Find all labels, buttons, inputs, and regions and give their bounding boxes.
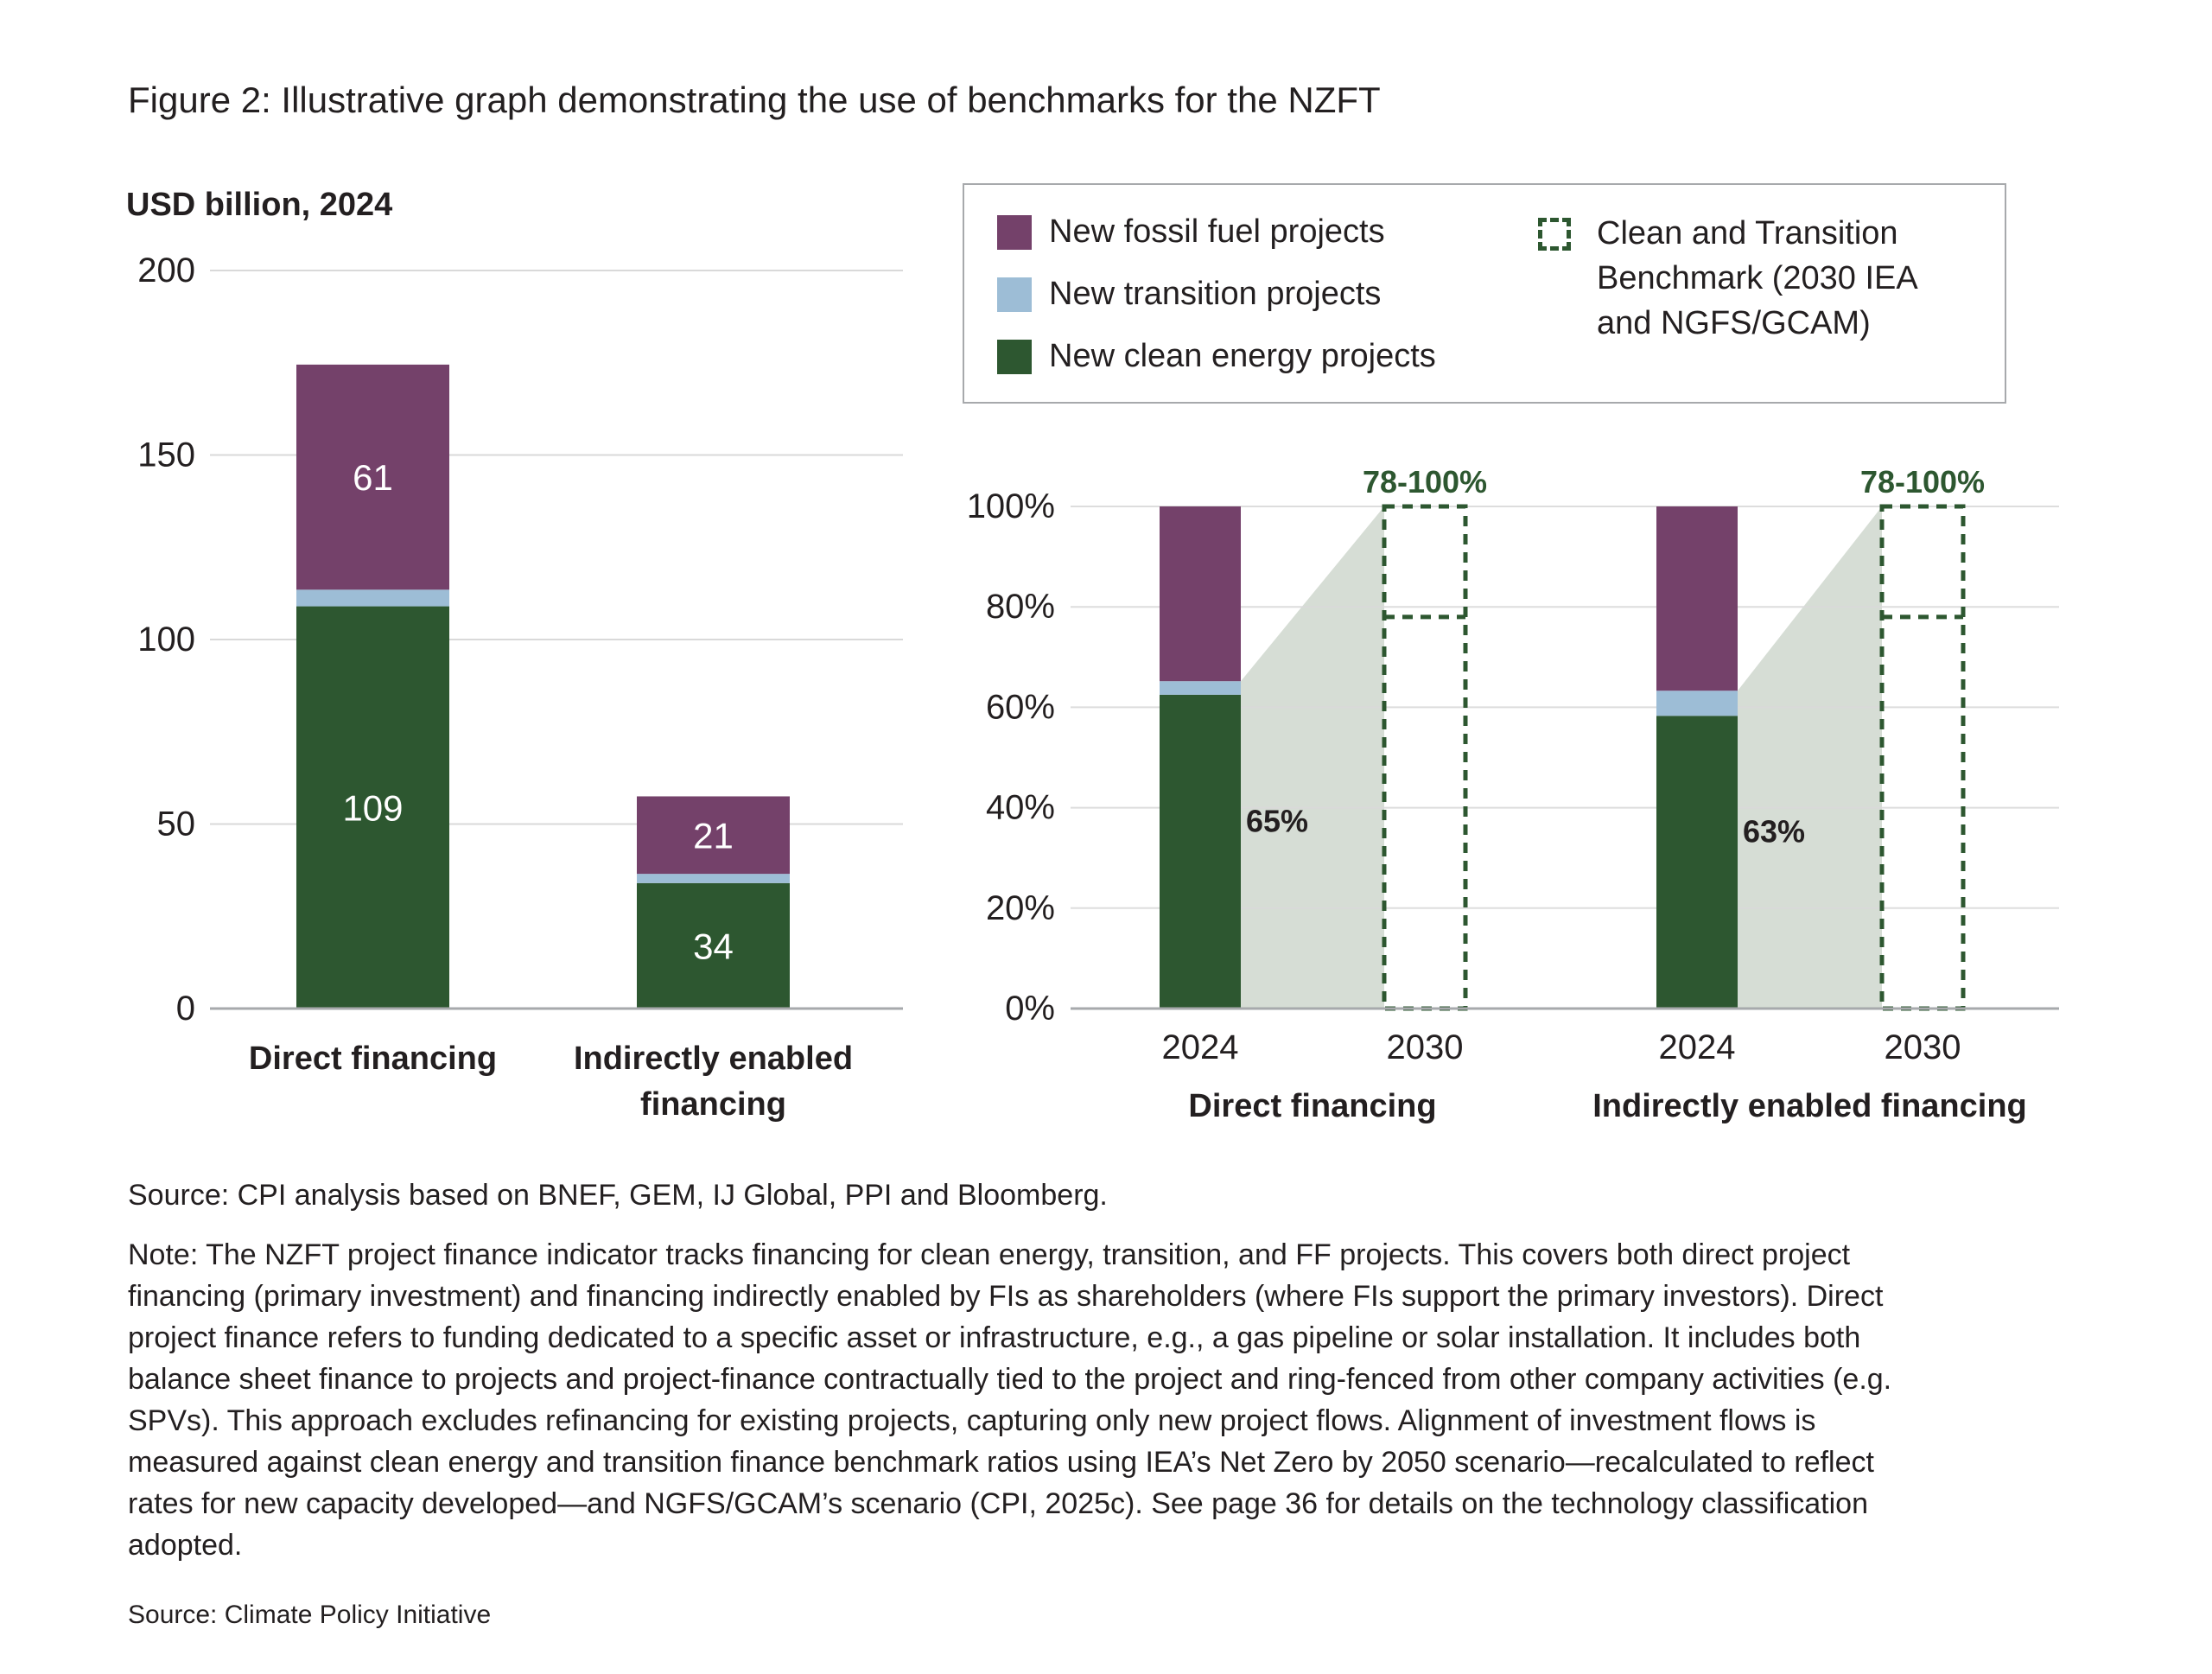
note-line: balance sheet finance to projects and pr… bbox=[128, 1363, 1892, 1396]
data-label: 34 bbox=[693, 926, 734, 966]
legend-swatch-clean bbox=[997, 339, 1032, 374]
legend bbox=[963, 183, 2006, 404]
legend-swatch-fossil bbox=[997, 214, 1032, 250]
legend-label: and NGFS/GCAM) bbox=[1597, 305, 1871, 341]
note-text: Note: The NZFT project finance indicator… bbox=[128, 1234, 2115, 1566]
bar-fossil bbox=[1160, 506, 1241, 682]
y-tick-label: 40% bbox=[986, 789, 1055, 827]
gap-to-benchmark-area bbox=[1738, 506, 1882, 1009]
footer-source: Source: Climate Policy Initiative bbox=[128, 1601, 492, 1629]
benchmark-label: 78-100% bbox=[1860, 464, 1985, 500]
note-line: Note: The NZFT project finance indicator… bbox=[128, 1238, 1851, 1271]
note-line: project finance refers to funding dedica… bbox=[128, 1321, 1861, 1354]
legend-swatch-benchmark bbox=[1538, 218, 1571, 251]
x-year-label: 2024 bbox=[1659, 1028, 1736, 1066]
bar-fossil bbox=[296, 364, 449, 590]
bar-clean bbox=[1160, 694, 1241, 1009]
y-tick-label: 0 bbox=[176, 990, 195, 1028]
figure-title: Figure 2: Illustrative graph demonstrati… bbox=[128, 80, 1381, 120]
legend-label: New fossil fuel projects bbox=[1049, 213, 1385, 250]
data-label: 61 bbox=[353, 457, 393, 498]
clean-share-label: 65% bbox=[1246, 803, 1308, 838]
legend-item-transition: New transition projects bbox=[997, 276, 1381, 313]
note-line: financing (primary investment) and finan… bbox=[128, 1280, 1884, 1313]
x-group-label: Indirectly enabled financing bbox=[1592, 1088, 2027, 1124]
y-tick-label: 50 bbox=[157, 805, 196, 843]
benchmark-label: 78-100% bbox=[1363, 464, 1487, 500]
bar-clean bbox=[637, 882, 790, 1009]
x-category-label: Indirectly enabled bbox=[574, 1041, 853, 1077]
data-label: 109 bbox=[342, 787, 403, 828]
legend-item-clean: New clean energy projects bbox=[997, 338, 1436, 375]
bar-fossil bbox=[1656, 506, 1738, 691]
gap-to-benchmark-area bbox=[1241, 506, 1384, 1009]
benchmark-box-upper bbox=[1879, 504, 1966, 1011]
x-year-label: 2024 bbox=[1162, 1028, 1239, 1066]
legend-label: New clean energy projects bbox=[1049, 338, 1436, 374]
x-year-label: 2030 bbox=[1387, 1028, 1464, 1066]
y-tick-label: 200 bbox=[137, 251, 195, 290]
note-line: rates for new capacity developed—and NGF… bbox=[128, 1487, 1868, 1520]
y-tick-label: 150 bbox=[137, 436, 195, 474]
legend-label: New transition projects bbox=[1049, 276, 1382, 312]
y-tick-label: 100% bbox=[967, 487, 1055, 525]
legend-label: Benchmark (2030 IEA bbox=[1597, 260, 1918, 296]
y-tick-label: 100 bbox=[137, 621, 195, 659]
legend-swatch-transition bbox=[997, 277, 1032, 312]
note-line: adopted. bbox=[128, 1529, 243, 1562]
y-tick-label: 0% bbox=[1005, 990, 1055, 1028]
x-group-label: Direct financing bbox=[1188, 1088, 1436, 1124]
bar-transition bbox=[1160, 681, 1241, 695]
bar-transition bbox=[637, 874, 790, 883]
bar-clean bbox=[296, 606, 449, 1009]
source-text: Source: CPI analysis based on BNEF, GEM,… bbox=[128, 1179, 1108, 1212]
y-tick-label: 80% bbox=[986, 588, 1055, 626]
bar-clean bbox=[1656, 716, 1738, 1009]
bar-fossil bbox=[637, 796, 790, 875]
x-category-label: financing bbox=[640, 1086, 786, 1123]
bar-transition bbox=[1656, 691, 1738, 716]
data-label: 21 bbox=[693, 815, 734, 856]
x-year-label: 2030 bbox=[1885, 1028, 1961, 1066]
y-tick-label: 20% bbox=[986, 889, 1055, 927]
benchmark-box-upper bbox=[1382, 504, 1468, 1011]
legend-label: Clean and Transition bbox=[1597, 215, 1898, 251]
note-line: SPVs). This approach excludes refinancin… bbox=[128, 1404, 1816, 1437]
y-tick-label: 60% bbox=[986, 688, 1055, 726]
x-category-label: Direct financing bbox=[249, 1041, 497, 1077]
clean-share-label: 63% bbox=[1743, 814, 1805, 850]
legend-item-benchmark: Clean and Transition Benchmark (2030 IEA… bbox=[1538, 211, 1960, 346]
legend-item-fossil: New fossil fuel projects bbox=[997, 213, 1385, 251]
y-axis-unit-label: USD billion, 2024 bbox=[126, 187, 393, 223]
bar-transition bbox=[296, 589, 449, 607]
note-line: measured against clean energy and transi… bbox=[128, 1446, 1874, 1479]
